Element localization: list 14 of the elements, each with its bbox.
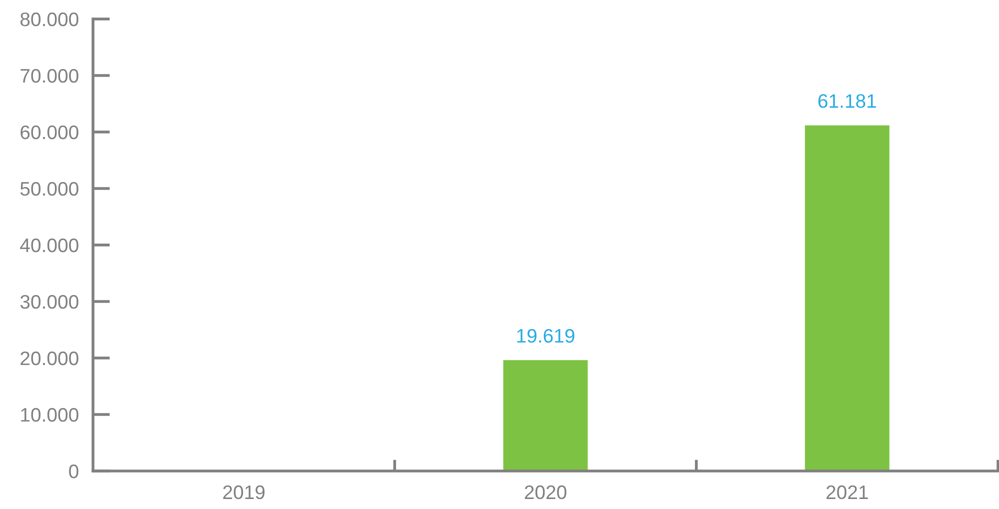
y-tick-label: 10.000 [21, 408, 78, 422]
y-tick-label: 40.000 [20, 238, 78, 252]
y-tick-label: 80.000 [20, 12, 78, 26]
y-tick-label: 20.000 [20, 351, 78, 366]
x-tick-label: 2019 [223, 485, 265, 500]
data-label: 19.619 [517, 328, 574, 343]
x-tick-label: 2021 [826, 485, 868, 500]
y-tick-label: 50.000 [20, 182, 78, 196]
y-tick-label: 60.000 [20, 125, 78, 140]
y-tick-label: 30.000 [20, 294, 78, 309]
y-tick-label: 0 [69, 464, 78, 478]
x-tick-label: 2020 [524, 485, 566, 500]
data-label: 61.181 [818, 94, 876, 108]
y-tick-label: 70.000 [20, 68, 78, 83]
